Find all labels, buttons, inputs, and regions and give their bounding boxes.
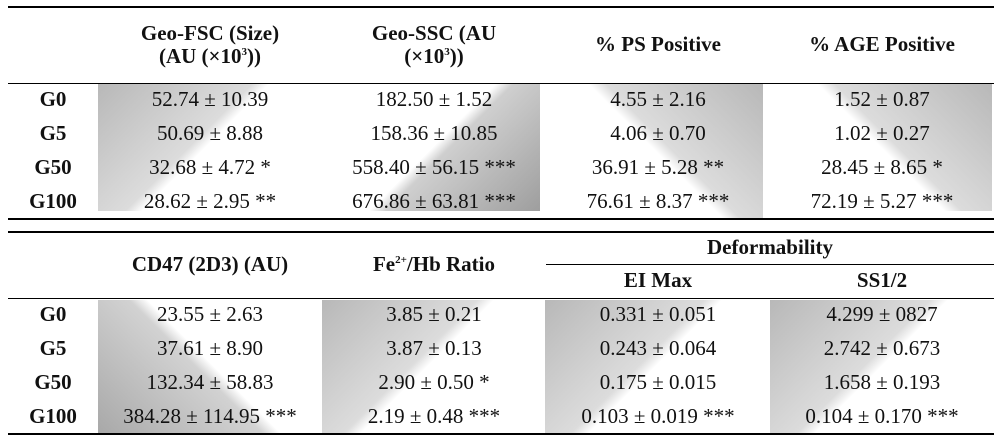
header-fe-post: /Hb Ratio <box>406 252 496 277</box>
cell-geo-ssc: 676.86 ± 63.81 *** <box>352 188 516 213</box>
cell-geo-ssc: 158.36 ± 10.85 <box>370 121 498 146</box>
row-label: G5 <box>39 336 67 361</box>
header-cd47: CD47 (2D3) (AU) <box>98 232 322 299</box>
row-label: G50 <box>34 370 72 395</box>
header-geo-fsc-line2: (AU (×10 <box>158 44 242 69</box>
cell-geo-fsc: 52.74 ± 10.39 <box>151 87 269 112</box>
header-fe-hb-ratio: Fe2+/Hb Ratio <box>322 232 546 299</box>
table-row: G5 50.69 ± 8.88 158.36 ± 10.85 4.06 ± 0.… <box>8 117 994 151</box>
cell-fe-hb-ratio: 3.85 ± 0.21 <box>386 302 482 327</box>
cell-ss12: 4.299 ± 0827 <box>826 302 938 327</box>
cell-fe-hb-ratio: 2.90 ± 0.50 * <box>378 370 490 395</box>
cell-ei-max: 0.175 ± 0.015 <box>599 370 717 395</box>
header-fe-sup: 2+ <box>395 254 407 267</box>
header-geo-ssc-line2: (×10 <box>404 44 445 69</box>
cell-age-positive: 1.52 ± 0.87 <box>834 87 930 112</box>
header-geo-fsc: Geo-FSC (Size) (AU (×103)) <box>98 7 322 84</box>
cell-cd47: 23.55 ± 2.63 <box>156 302 264 327</box>
cell-ps-positive: 4.06 ± 0.70 <box>610 121 706 146</box>
cell-geo-fsc: 32.68 ± 4.72 * <box>149 155 271 180</box>
row-label: G5 <box>39 121 67 146</box>
row-label: G0 <box>39 302 67 327</box>
cell-age-positive: 1.02 ± 0.27 <box>834 121 930 146</box>
cell-geo-ssc: 558.40 ± 56.15 *** <box>352 155 516 180</box>
header-geo-ssc-line1: Geo-SSC (AU <box>371 20 497 45</box>
cell-fe-hb-ratio: 2.19 ± 0.48 *** <box>367 403 501 428</box>
header-empty <box>8 232 98 299</box>
table-row: G100 28.62 ± 2.95 ** 676.86 ± 63.81 *** … <box>8 185 994 219</box>
table-row: G100 384.28 ± 114.95 *** 2.19 ± 0.48 ***… <box>8 400 994 434</box>
cell-geo-ssc: 182.50 ± 1.52 <box>375 87 493 112</box>
header-empty <box>8 7 98 84</box>
table-row: G0 52.74 ± 10.39 182.50 ± 1.52 4.55 ± 2.… <box>8 83 994 117</box>
cell-geo-fsc: 28.62 ± 2.95 ** <box>143 188 277 213</box>
cell-age-positive: 28.45 ± 8.65 * <box>821 155 943 180</box>
header-age-positive: % AGE Positive <box>770 7 994 84</box>
table-row: G5 37.61 ± 8.90 3.87 ± 0.13 0.243 ± 0.06… <box>8 332 994 366</box>
header-geo-fsc-sup: 3 <box>241 46 248 59</box>
cell-fe-hb-ratio: 3.87 ± 0.13 <box>386 336 482 361</box>
cell-ss12: 1.658 ± 0.193 <box>823 370 941 395</box>
table-row: G50 32.68 ± 4.72 * 558.40 ± 56.15 *** 36… <box>8 151 994 185</box>
header-deformability: Deformability <box>546 232 995 265</box>
header-geo-ssc-sup: 3 <box>444 46 450 59</box>
header-ps-positive: % PS Positive <box>546 7 770 84</box>
row-label: G100 <box>29 188 77 213</box>
cell-cd47: 37.61 ± 8.90 <box>156 336 264 361</box>
results-table-1: Geo-FSC (Size) (AU (×103)) Geo-SSC (AU (… <box>8 6 994 220</box>
cell-ps-positive: 36.91 ± 5.28 ** <box>591 155 725 180</box>
row-label: G100 <box>29 403 77 428</box>
results-table-2: CD47 (2D3) (AU) Fe2+/Hb Ratio Deformabil… <box>8 231 995 435</box>
header-geo-fsc-tail: )) <box>247 44 262 69</box>
cell-age-positive: 72.19 ± 5.27 *** <box>810 188 954 213</box>
header-geo-ssc-tail: )) <box>449 44 464 69</box>
row-label: G50 <box>34 155 72 180</box>
cell-ss12: 0.104 ± 0.170 *** <box>805 403 959 428</box>
header-geo-ssc: Geo-SSC (AU (×103)) <box>322 7 546 84</box>
header-geo-fsc-line1: Geo-FSC (Size) <box>140 20 280 45</box>
cell-ei-max: 0.331 ± 0.051 <box>599 302 717 327</box>
cell-ps-positive: 76.61 ± 8.37 *** <box>586 188 730 213</box>
header-ss12: SS1/2 <box>770 264 995 299</box>
cell-ei-max: 0.243 ± 0.064 <box>599 336 717 361</box>
cell-geo-fsc: 50.69 ± 8.88 <box>156 121 264 146</box>
table-row: G50 132.34 ± 58.83 2.90 ± 0.50 * 0.175 ±… <box>8 366 994 400</box>
header-fe-pre: Fe <box>372 252 396 277</box>
cell-ss12: 2.742 ± 0.673 <box>823 336 941 361</box>
header-ei-max: EI Max <box>546 264 770 299</box>
cell-ei-max: 0.103 ± 0.019 *** <box>581 403 735 428</box>
cell-ps-positive: 4.55 ± 2.16 <box>610 87 706 112</box>
table-row: G0 23.55 ± 2.63 3.85 ± 0.21 0.331 ± 0.05… <box>8 298 994 332</box>
cell-cd47: 384.28 ± 114.95 *** <box>123 403 297 428</box>
cell-cd47: 132.34 ± 58.83 <box>146 370 274 395</box>
row-label: G0 <box>39 87 67 112</box>
